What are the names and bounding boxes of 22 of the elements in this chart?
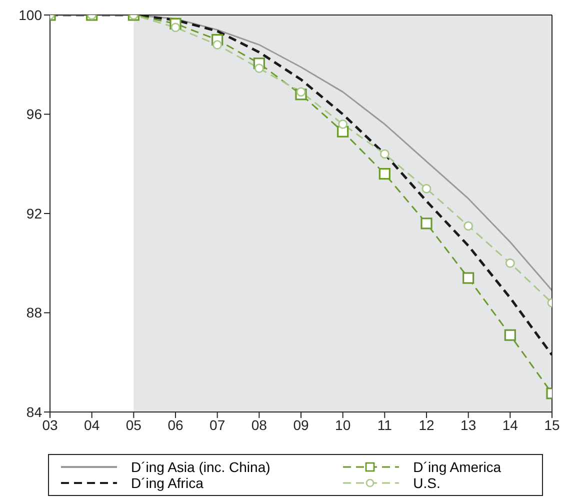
legend-label: D´ing America [413, 459, 502, 475]
x-tick-label: 14 [502, 416, 518, 433]
y-tick-label: 88 [26, 304, 42, 321]
x-tick-label: 07 [210, 416, 226, 433]
x-tick-label: 15 [544, 416, 560, 433]
x-tick-label: 06 [168, 416, 184, 433]
x-tick-label: 09 [293, 416, 309, 433]
legend-label: D´ing Asia (inc. China) [131, 459, 270, 475]
x-tick-label: 13 [460, 416, 476, 433]
x-tick-label: 12 [418, 416, 434, 433]
legend-label: U.S. [413, 475, 440, 491]
y-tick-label: 92 [26, 205, 42, 222]
x-tick-label: 10 [335, 416, 351, 433]
x-tick-label: 11 [377, 416, 392, 433]
y-tick-label: 96 [26, 106, 42, 122]
x-tick-label: 05 [126, 416, 142, 433]
x-tick-label: 08 [251, 416, 268, 433]
x-tick-label: 04 [84, 416, 100, 433]
y-tick-label: 100 [18, 6, 42, 23]
x-tick-label: 03 [42, 416, 58, 433]
legend-label: D´ing Africa [131, 475, 204, 491]
y-tick-label: 84 [26, 404, 42, 420]
